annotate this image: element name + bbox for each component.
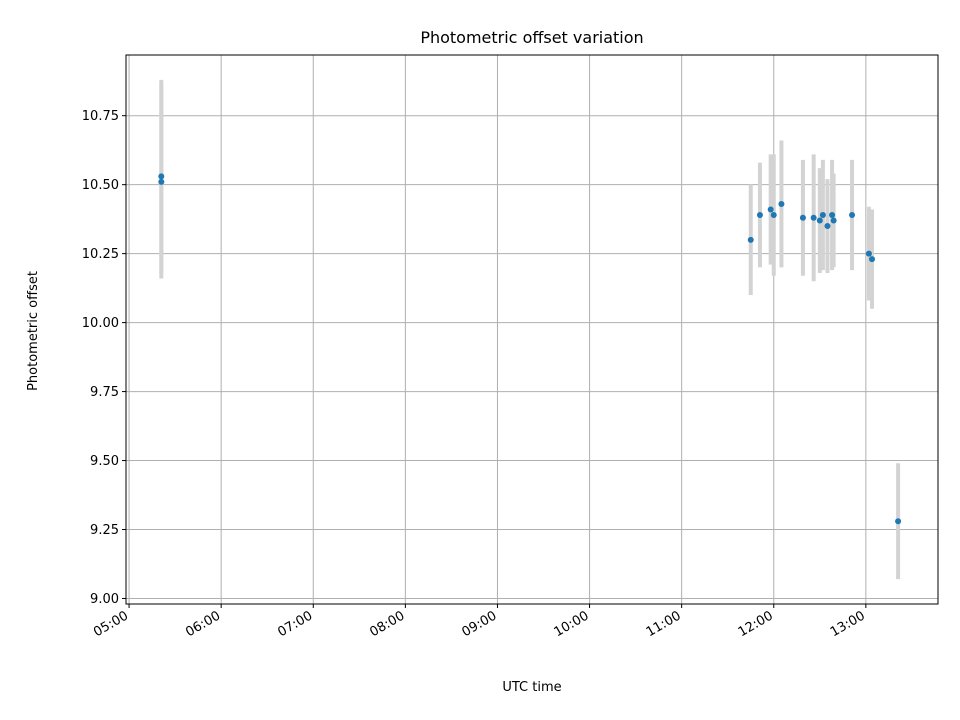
- data-point: [819, 212, 826, 219]
- x-tick-label: 11:00: [644, 608, 684, 640]
- data-point: [770, 212, 777, 219]
- y-tick-label: 10.75: [82, 109, 119, 124]
- y-tick-label: 9.75: [90, 385, 119, 400]
- data-point: [810, 214, 817, 221]
- data-point: [829, 212, 836, 219]
- data-point: [849, 212, 856, 219]
- x-tick-label: 08:00: [367, 608, 407, 640]
- x-tick-label: 12:00: [736, 608, 776, 640]
- x-tick-label: 10:00: [552, 608, 592, 640]
- data-point: [158, 173, 165, 180]
- data-point: [824, 223, 831, 230]
- x-tick-label: 09:00: [460, 608, 500, 640]
- data-point: [865, 250, 872, 257]
- data-point: [778, 200, 785, 207]
- y-axis-label: Photometric offset: [26, 271, 41, 391]
- data-point: [799, 214, 806, 221]
- y-tick-label: 10.50: [82, 178, 119, 193]
- plot-frame: [125, 54, 939, 605]
- y-tick-label: 10.25: [82, 247, 119, 262]
- chart-title: Photometric offset variation: [420, 28, 643, 47]
- x-tick-label: 13:00: [828, 608, 868, 640]
- data-point: [895, 518, 902, 525]
- data-point: [747, 236, 754, 243]
- y-tick-label: 9.50: [90, 454, 119, 469]
- y-tick-label: 10.00: [82, 316, 119, 331]
- x-tick-label: 06:00: [183, 608, 223, 640]
- y-tick-label: 9.00: [90, 592, 119, 607]
- data-point: [158, 178, 165, 185]
- data-point: [830, 217, 837, 224]
- data-point: [868, 256, 875, 263]
- y-tick-label: 9.25: [90, 523, 119, 538]
- x-tick-label: 07:00: [275, 608, 315, 640]
- data-points: [158, 173, 902, 525]
- data-point: [756, 212, 763, 219]
- error-bars: [159, 79, 901, 580]
- x-axis-label: UTC time: [502, 680, 561, 695]
- data-point: [816, 217, 823, 224]
- x-tick-label: 05:00: [91, 608, 131, 640]
- data-point: [767, 206, 774, 213]
- grid: [126, 55, 938, 604]
